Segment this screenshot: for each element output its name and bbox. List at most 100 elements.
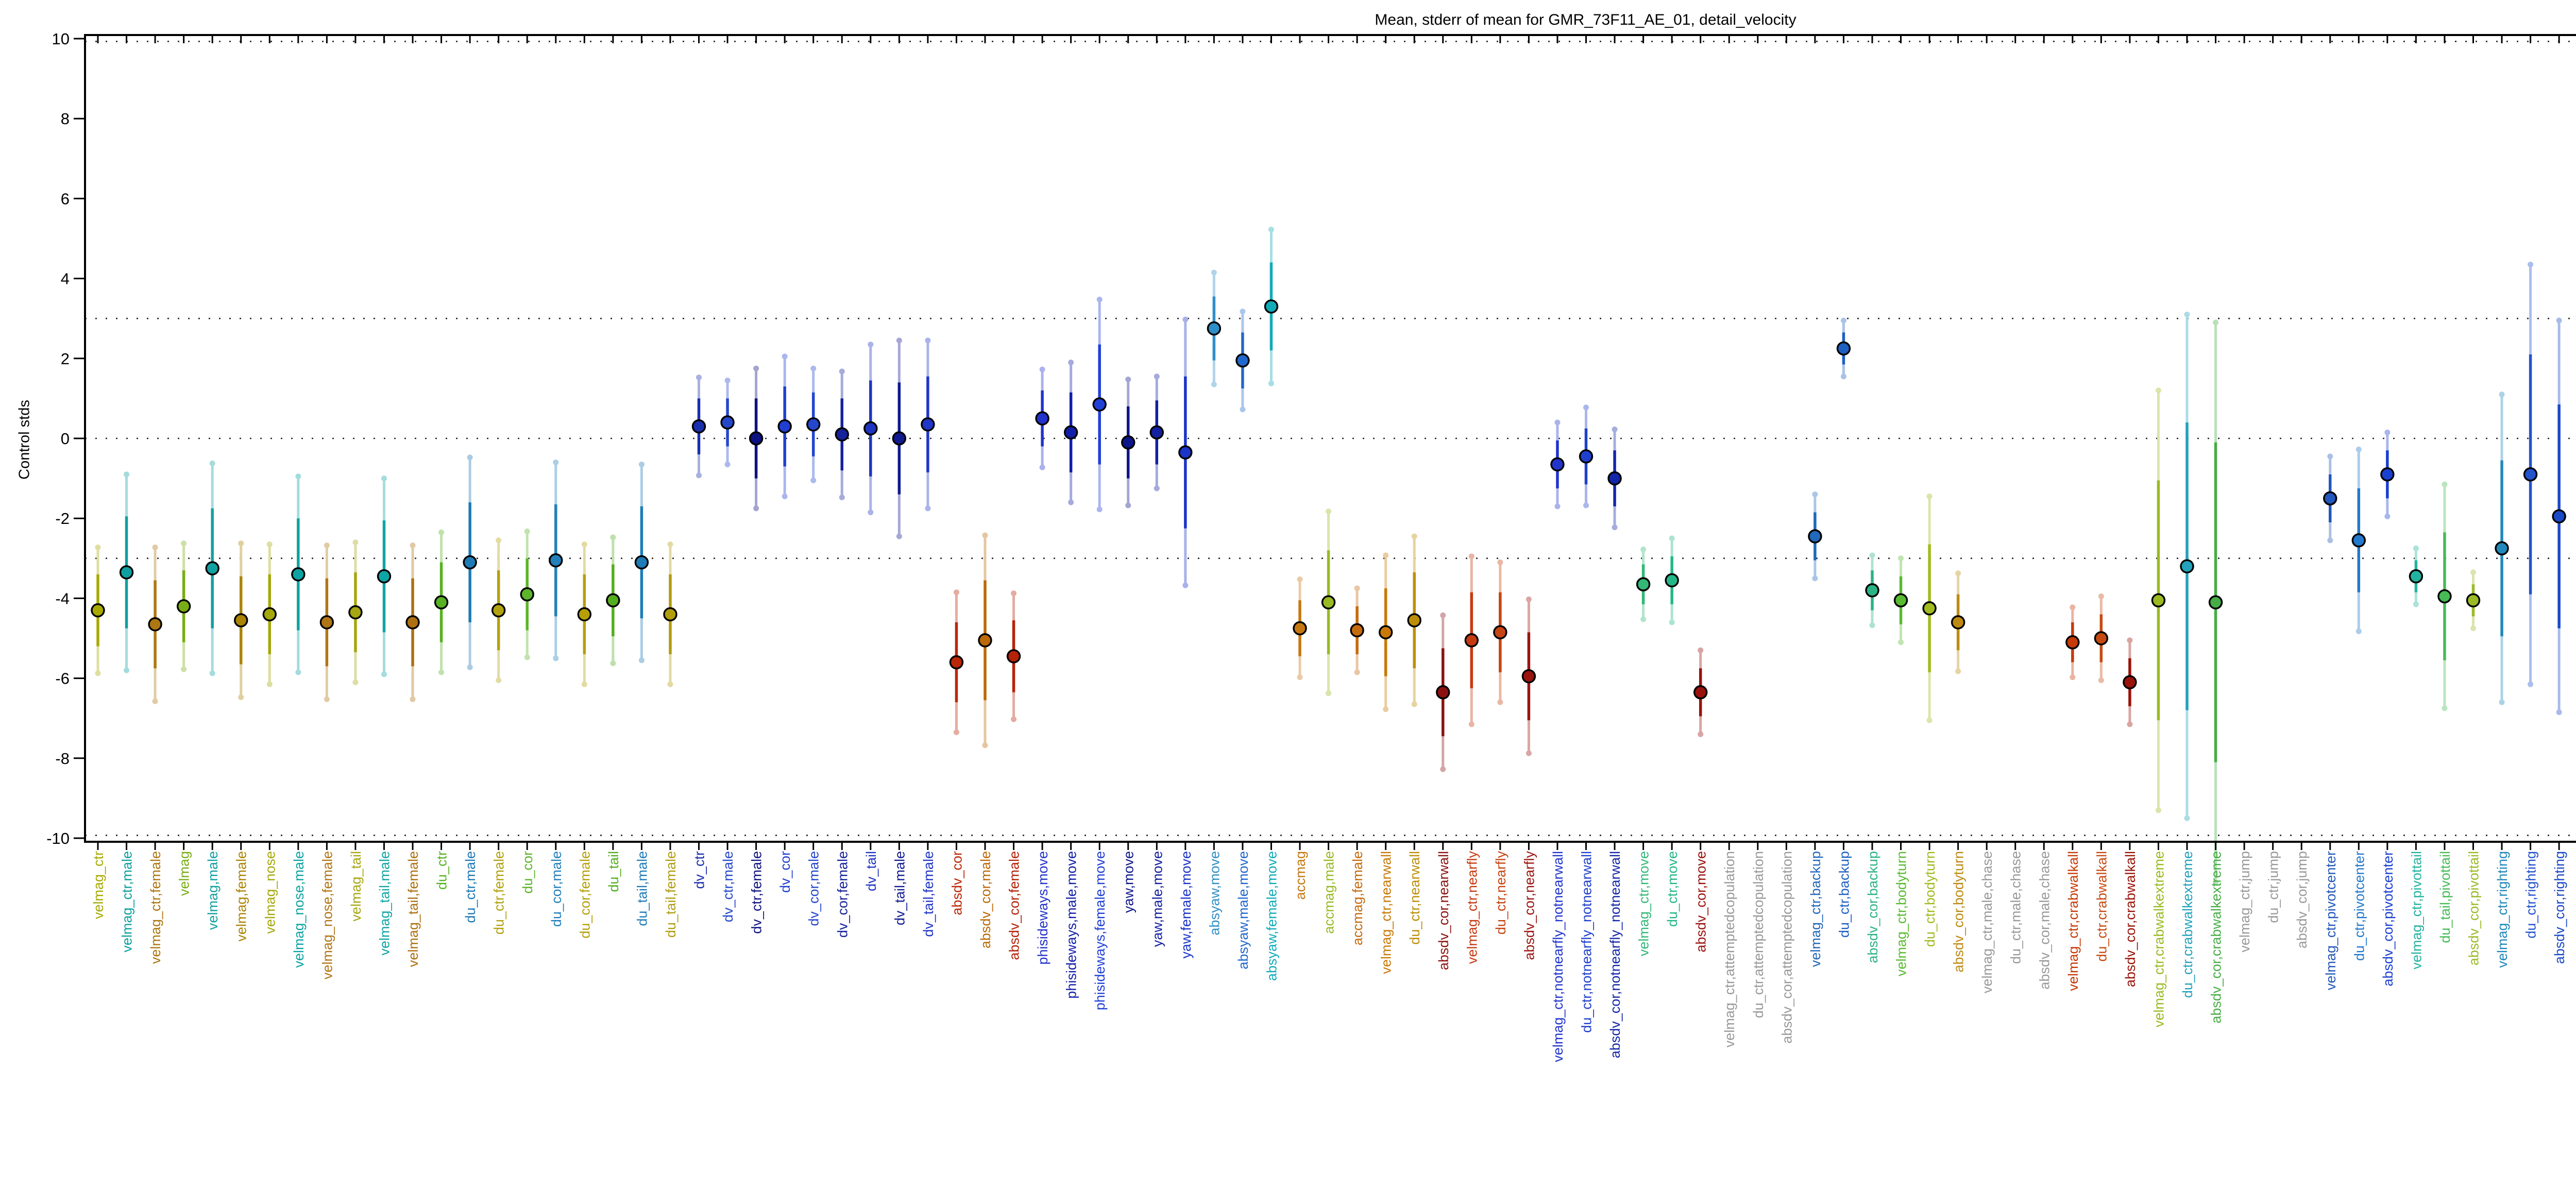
errorbar-outer-cap: [2528, 681, 2534, 687]
x-tick-label: absdv_cor,move: [1693, 851, 1709, 953]
data-point: [1063, 425, 1078, 440]
x-tick-label: dv_cor,female: [835, 851, 850, 938]
errorbar-outer-cap: [181, 540, 187, 547]
errorbar-outer-cap: [352, 539, 359, 546]
data-point: [1922, 601, 1937, 616]
errorbar-outer-cap: [925, 337, 931, 344]
x-tick-label: velmag_tail,male: [377, 851, 392, 956]
errorbar-outer-cap: [1669, 619, 1675, 625]
errorbar-outer-cap: [1840, 373, 1846, 380]
data-point: [1035, 411, 1049, 426]
x-tick-label: velmag_ctr,backup: [1808, 851, 1823, 967]
data-point: [835, 427, 849, 441]
x-tick-label: du_ctr,male,chase: [2008, 851, 2024, 964]
errorbar-outer-cap: [868, 342, 874, 348]
x-tick-label: absyaw,female,move: [1264, 851, 1279, 981]
errorbar-outer-cap: [2127, 721, 2133, 727]
errorbar-outer-cap: [438, 529, 445, 535]
data-point: [978, 633, 992, 648]
data-point: [176, 599, 191, 614]
errorbar-outer-cap: [1411, 701, 1417, 707]
data-point: [1665, 573, 1679, 588]
y-tick-label: 2: [61, 350, 70, 368]
errorbar-outer-cap: [782, 494, 788, 500]
x-tick-label: du_ctr,nearwall: [1407, 851, 1422, 945]
errorbar-outer-cap: [2384, 429, 2391, 435]
errorbar-outer-cap: [2556, 317, 2562, 324]
x-tick-label: absdv_cor,male,chase: [2037, 851, 2052, 990]
data-point: [949, 655, 964, 670]
data-point: [663, 607, 677, 622]
x-tick-label: dv_ctr,male: [720, 851, 736, 922]
errorbar-outer-cap: [1211, 381, 1217, 387]
x-tick-label: absdv_cor,notnearfly_notnearwall: [1607, 851, 1623, 1058]
data-point: [606, 593, 620, 607]
errorbar-outer-cap: [1698, 731, 1704, 737]
errorbar-outer-cap: [953, 589, 959, 596]
errorbar-outer-cap: [610, 534, 616, 540]
x-tick-label: velmag_nose,male: [291, 851, 307, 968]
errorbar-outer-cap: [1039, 366, 1045, 372]
y-tick-label: 10: [52, 30, 70, 48]
errorbar-outer-cap: [467, 454, 473, 461]
errorbar-outer-cap: [2442, 481, 2448, 487]
errorbar-outer-cap: [2098, 593, 2104, 600]
x-tick-label: du_ctr,nearfly: [1493, 851, 1509, 935]
x-tick-label: du_ctr,backup: [1836, 851, 1852, 938]
errorbar-outer-cap: [1211, 269, 1217, 276]
errorbar-outer-cap: [1096, 296, 1103, 302]
errorbar-outer-cap: [1926, 717, 1933, 723]
data-point: [634, 555, 649, 570]
x-tick-label: absdv_cor,crabwalkall: [2123, 851, 2138, 987]
errorbar-outer-cap: [1182, 316, 1189, 322]
errorbar-outer-cap: [925, 505, 931, 512]
errorbar-outer-cap: [667, 681, 673, 687]
errorbar-outer-cap: [2413, 601, 2419, 607]
errorbar-outer-cap: [238, 694, 244, 700]
errorbar-outer-cap: [1926, 494, 1933, 500]
data-point: [1607, 471, 1622, 486]
errorbar-outer-cap: [2556, 709, 2562, 716]
errorbar-outer-cap: [1468, 553, 1475, 559]
errorbar-outer-cap: [2355, 628, 2362, 634]
data-point: [1006, 649, 1021, 664]
data-point: [405, 615, 420, 630]
data-point: [549, 553, 563, 568]
errorbar-outer-cap: [1554, 419, 1561, 426]
errorbar-outer-cap: [1326, 508, 1332, 515]
errorbar-outer-cap: [1497, 699, 1503, 705]
x-tick-label: velmag_nose: [262, 851, 278, 934]
data-point: [2351, 533, 2366, 548]
x-tick-label: du_ctr: [434, 851, 450, 890]
x-tick-label: absdv_cor: [949, 851, 964, 915]
errorbar-outer-cap: [1068, 499, 1074, 505]
data-point: [2552, 509, 2566, 524]
errorbar-outer-cap: [2184, 815, 2190, 821]
errorbar-outer-cap: [295, 473, 301, 480]
errorbar-outer-cap: [324, 696, 330, 702]
x-tick-label: du_ctr,bodyturn: [1922, 851, 1938, 947]
data-point: [1350, 623, 1364, 638]
data-point: [1893, 593, 1908, 607]
x-tick-label: absdv_cor,pivottail: [2466, 851, 2481, 965]
data-point: [806, 417, 821, 432]
x-tick-label: velmag_ctr,male: [120, 851, 135, 953]
y-tick-label: -4: [55, 589, 70, 607]
x-tick-label: du_tail,male: [634, 851, 650, 926]
data-point: [2523, 467, 2538, 482]
x-tick-label: velmag_ctr,crabwalkall: [2065, 851, 2081, 991]
errorbar-outer-cap: [438, 669, 445, 675]
data-point: [1808, 529, 1822, 543]
x-tick-label: velmag,male: [205, 851, 221, 930]
errorbar-outer-cap: [1640, 546, 1647, 552]
x-tick-label: absdv_cor,nearfly: [1521, 851, 1537, 960]
x-tick-label: velmag_ctr,nearwall: [1379, 851, 1394, 974]
errorbar-outer-cap: [324, 542, 330, 549]
errorbar-outer-cap: [2155, 807, 2161, 813]
errorbar-outer-cap: [982, 742, 988, 749]
errorbar-outer-cap: [1812, 575, 1818, 582]
errorbar-outer-cap: [638, 657, 645, 664]
errorbar-outer-cap: [2499, 699, 2505, 705]
x-tick-label: absdv_cor,righting: [2552, 851, 2567, 964]
